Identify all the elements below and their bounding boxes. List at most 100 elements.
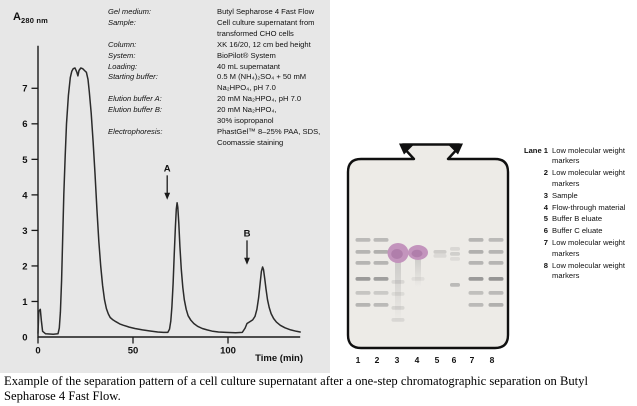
spec-value: 0.5 M (NH₄)₂SO₄ + 50 mM Na₂HPO₄, pH 7.0	[217, 72, 307, 93]
gel-lane-2	[373, 238, 389, 307]
gel-band	[355, 238, 371, 242]
gel-lane-5	[433, 250, 447, 258]
legend-item: 5 Buffer B eluate	[519, 214, 637, 224]
absorbance-wavelength: 280 nm	[20, 15, 49, 25]
gel-band	[373, 238, 389, 242]
gel-band	[373, 250, 389, 254]
spec-label: Elution buffer B:	[108, 105, 163, 115]
y-tick-label: 5	[22, 155, 28, 166]
gel-band	[373, 303, 389, 307]
x-tick-label: 100	[220, 346, 236, 357]
gel-band	[468, 303, 484, 307]
gel-band	[391, 318, 405, 322]
gel-band	[488, 238, 504, 242]
gel-band	[488, 303, 504, 307]
notch-right-ear	[447, 143, 463, 155]
legend-item-number: 8	[543, 260, 548, 270]
lane-number: 1	[356, 355, 361, 365]
absorbance-symbol: A	[13, 11, 21, 23]
gel-band	[391, 280, 405, 284]
lane-number: 4	[415, 355, 420, 365]
gel-band	[468, 291, 484, 295]
lane-legend: Lane 1 Low molecular weight markers 2 Low m…	[519, 146, 637, 283]
gel-band	[488, 261, 504, 265]
spec-value: Cell culture supernatant from transforme…	[217, 17, 315, 38]
spec-value: XK 16/20, 12 cm bed height	[217, 39, 311, 49]
spec-value: BioPilot® System	[217, 50, 276, 60]
annotation-b: B	[244, 228, 251, 265]
gel-band	[355, 250, 371, 254]
chromatogram-chart: 0 1 2 3 4 5 6 7 0 50 100 Time (min) A B	[22, 45, 303, 364]
y-tick-label: 7	[22, 84, 27, 95]
legend-item-number: 5	[543, 214, 548, 224]
lane-streak	[395, 260, 401, 322]
spec-value: 40 mL supernatant	[217, 61, 281, 71]
run-conditions: Gel medium: Butyl Sepharose 4 Fast Flow Sa…	[108, 7, 329, 149]
gel-band	[488, 277, 504, 281]
gel-band	[411, 277, 425, 281]
x-tick-label: 0	[35, 346, 40, 357]
spec-label: Starting buffer:	[108, 72, 158, 82]
gel-band	[373, 291, 389, 295]
absorbance-axis-label: A280 nm	[13, 7, 48, 25]
legend-item-number: 4	[543, 202, 548, 212]
gel-lane-6	[450, 247, 460, 287]
gel-band	[373, 261, 389, 265]
gel-band	[373, 277, 389, 281]
down-arrow-icon	[164, 192, 171, 200]
legend-item-number: 2	[543, 168, 548, 178]
gel-band	[488, 291, 504, 295]
gel-band	[468, 261, 484, 265]
gel-band	[468, 277, 484, 281]
legend-item: Lane 1 Low molecular weight markers	[519, 146, 637, 167]
y-tick-label: 0	[22, 332, 27, 343]
spec-label: Loading:	[108, 61, 138, 71]
legend-item-text: Flow-through material	[552, 202, 626, 212]
gel-lane-8	[488, 238, 504, 307]
legend-item: 2 Low molecular weight markers	[519, 168, 637, 189]
lane-number: 6	[452, 355, 457, 365]
lane-number: 5	[435, 355, 440, 365]
legend-item-number: 7	[543, 238, 548, 248]
chromatogram-curve	[37, 67, 301, 335]
legend-item: 4 Flow-through material	[519, 203, 637, 213]
annotation-label: B	[244, 228, 251, 239]
legend-item-text: Buffer B eluate	[552, 214, 603, 224]
spec-value: Butyl Sepharose 4 Fast Flow	[217, 7, 315, 16]
spec-label: Column:	[108, 39, 137, 49]
lane-number: 7	[470, 355, 475, 365]
spec-label: Gel medium:	[108, 7, 152, 16]
annotation-a: A	[164, 163, 171, 200]
spec-label: Sample:	[108, 17, 136, 27]
gel-band	[488, 250, 504, 254]
gel-band	[468, 250, 484, 254]
spec-value: 20 mM Na₂HPO₄, 30% isopropanol	[217, 105, 277, 126]
legend-item-text: Low molecular weight markers	[552, 238, 626, 258]
gel-band	[450, 252, 460, 256]
lane-number: 2	[375, 355, 380, 365]
legend-item-text: Sample	[552, 190, 578, 200]
legend-item-number: Lane 1	[523, 146, 548, 155]
y-tick-label: 2	[22, 261, 27, 272]
legend-item-text: Buffer C eluate	[552, 226, 603, 236]
spec-label: System:	[108, 50, 136, 60]
gel-image: 1 2 3 4 5 6 7 8	[346, 143, 510, 365]
spec-label: Elution buffer A:	[108, 94, 162, 104]
spec-label: Electrophoresis:	[108, 126, 163, 136]
legend-item-number: 3	[543, 190, 548, 200]
down-arrow-icon	[244, 257, 250, 265]
x-axis-title: Time (min)	[255, 353, 303, 364]
gel-lane-7	[468, 238, 484, 307]
protein-blob-core	[391, 249, 403, 259]
legend-item-text: Low molecular weight markers	[552, 260, 626, 280]
gel-band	[355, 261, 371, 265]
y-tick-label: 6	[22, 119, 27, 130]
gel-band	[391, 292, 405, 296]
legend-item: 3 Sample	[519, 191, 637, 201]
y-tick-label: 4	[22, 190, 28, 201]
lane-number: 3	[395, 355, 400, 365]
lane-streak	[415, 257, 421, 287]
gel-outline	[346, 143, 510, 350]
gel-lane-3	[387, 243, 409, 322]
x-tick-label: 50	[128, 346, 139, 357]
